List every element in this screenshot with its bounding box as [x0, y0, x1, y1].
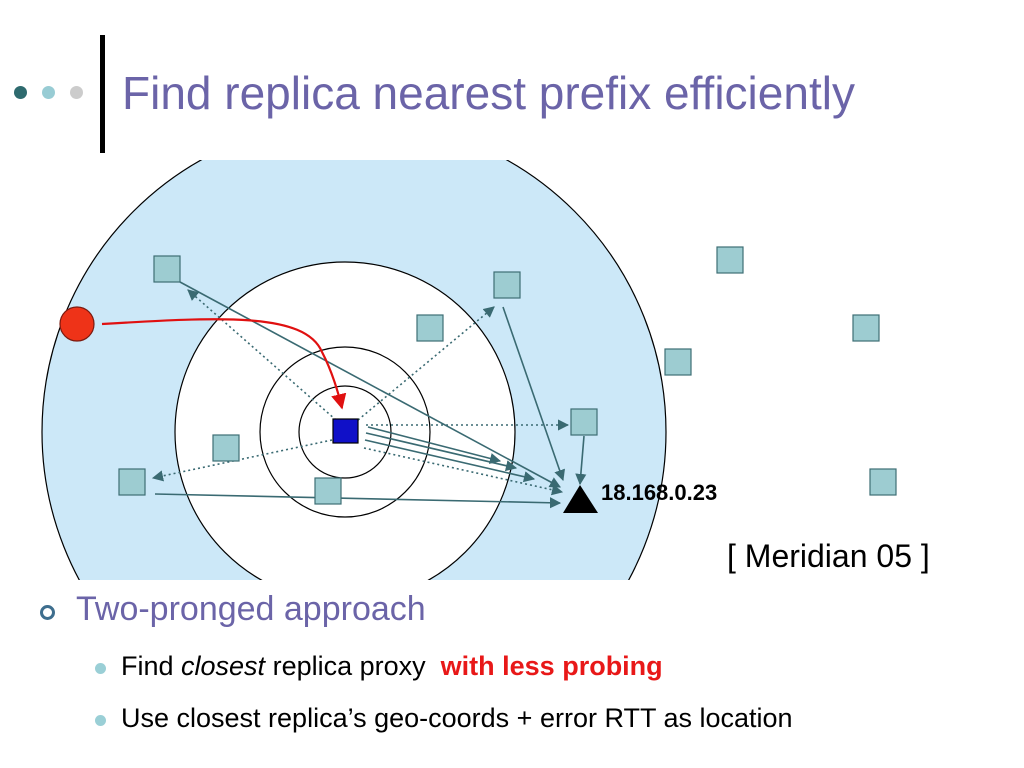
- bullet-text: replica proxy: [265, 651, 441, 681]
- replica-node: [118, 468, 146, 496]
- measure-arrow: [575, 435, 587, 486]
- replica-node: [852, 314, 880, 342]
- dot-dark: [14, 86, 27, 99]
- replica-node: [493, 271, 521, 299]
- replica-node: [153, 255, 181, 283]
- bullet-dot-icon: [95, 663, 106, 674]
- slide-title: Find replica nearest prefix efficiently: [122, 67, 855, 119]
- replica-node: [570, 408, 598, 436]
- measure-arrow: [154, 493, 562, 509]
- client-arrow: [101, 318, 347, 410]
- replica-node: [416, 314, 444, 342]
- bullet-find-closest: Find closest replica proxy with less pro…: [121, 651, 663, 682]
- dot-grey: [70, 86, 83, 99]
- bullet-geo-coords: Use closest replica’s geo-coords + error…: [121, 703, 793, 733]
- center-node: [332, 418, 359, 444]
- replica-node: [212, 434, 240, 462]
- measure-arrow: [365, 432, 518, 472]
- probe-arrow: [151, 439, 333, 482]
- replica-node: [716, 246, 744, 274]
- bullet-level1: Two-pronged approach: [76, 590, 426, 628]
- replica-node: [664, 348, 692, 376]
- replica-node: [869, 468, 897, 496]
- bullet-highlight: with less probing: [440, 651, 663, 681]
- probe-arrow: [363, 447, 564, 496]
- bullet-dot-icon: [95, 715, 106, 726]
- client-node: [59, 306, 95, 342]
- measure-arrow: [502, 306, 565, 482]
- title-divider: [100, 35, 105, 153]
- measure-arrow: [364, 439, 536, 483]
- bullet-text: Find: [121, 651, 182, 681]
- replica-node: [314, 477, 342, 505]
- target-label: 18.168.0.23: [601, 480, 717, 505]
- dot-light: [42, 86, 55, 99]
- bullet-ring-icon: [40, 605, 55, 620]
- measure-arrow: [367, 426, 502, 464]
- citation: [ Meridian 05 ]: [727, 538, 930, 574]
- bullet-emphasis: closest: [181, 651, 266, 681]
- measure-arrow: [179, 281, 561, 488]
- target-triangle: [563, 485, 598, 513]
